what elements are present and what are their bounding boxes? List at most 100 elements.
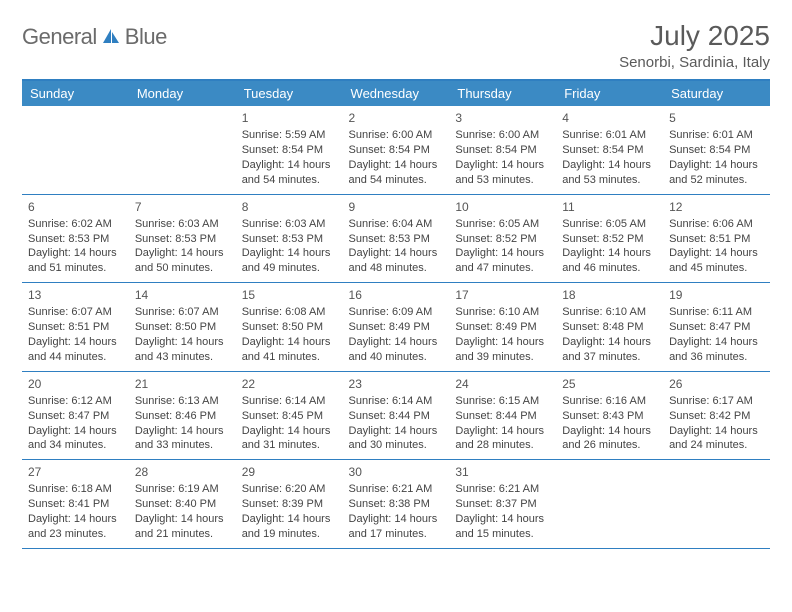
calendar-week-row: 13Sunrise: 6:07 AMSunset: 8:51 PMDayligh… — [22, 283, 770, 372]
calendar-day-cell: 26Sunrise: 6:17 AMSunset: 8:42 PMDayligh… — [663, 371, 770, 460]
sunset-line: Sunset: 8:37 PM — [455, 497, 550, 512]
daylight-line: Daylight: 14 hours and 39 minutes. — [455, 335, 550, 365]
day-number: 25 — [562, 376, 657, 392]
day-number: 31 — [455, 464, 550, 480]
sunset-line: Sunset: 8:45 PM — [242, 409, 337, 424]
sunrise-line: Sunrise: 6:03 AM — [135, 217, 230, 232]
calendar-head: SundayMondayTuesdayWednesdayThursdayFrid… — [22, 81, 770, 106]
daylight-line: Daylight: 14 hours and 33 minutes. — [135, 424, 230, 454]
day-header: Saturday — [663, 81, 770, 106]
daylight-line: Daylight: 14 hours and 45 minutes. — [669, 246, 764, 276]
day-number: 11 — [562, 199, 657, 215]
daylight-line: Daylight: 14 hours and 43 minutes. — [135, 335, 230, 365]
sunset-line: Sunset: 8:43 PM — [562, 409, 657, 424]
daylight-line: Daylight: 14 hours and 15 minutes. — [455, 512, 550, 542]
daylight-line: Daylight: 14 hours and 49 minutes. — [242, 246, 337, 276]
day-number: 17 — [455, 287, 550, 303]
sunrise-line: Sunrise: 6:00 AM — [455, 128, 550, 143]
sunset-line: Sunset: 8:41 PM — [28, 497, 123, 512]
daylight-line: Daylight: 14 hours and 28 minutes. — [455, 424, 550, 454]
day-header: Wednesday — [343, 81, 450, 106]
day-header-row: SundayMondayTuesdayWednesdayThursdayFrid… — [22, 81, 770, 106]
sunset-line: Sunset: 8:44 PM — [455, 409, 550, 424]
daylight-line: Daylight: 14 hours and 17 minutes. — [349, 512, 444, 542]
sunset-line: Sunset: 8:50 PM — [135, 320, 230, 335]
sunrise-line: Sunrise: 6:04 AM — [349, 217, 444, 232]
sunrise-line: Sunrise: 6:00 AM — [349, 128, 444, 143]
title-block: July 2025 Senorbi, Sardinia, Italy — [619, 20, 770, 71]
sunset-line: Sunset: 8:53 PM — [349, 232, 444, 247]
calendar-page: General Blue July 2025 Senorbi, Sardinia… — [0, 0, 792, 612]
calendar-day-cell: 4Sunrise: 6:01 AMSunset: 8:54 PMDaylight… — [556, 106, 663, 194]
daylight-line: Daylight: 14 hours and 36 minutes. — [669, 335, 764, 365]
day-number: 24 — [455, 376, 550, 392]
page-title: July 2025 — [619, 20, 770, 52]
sunset-line: Sunset: 8:46 PM — [135, 409, 230, 424]
daylight-line: Daylight: 14 hours and 54 minutes. — [349, 158, 444, 188]
calendar-day-cell — [556, 460, 663, 549]
calendar-day-cell: 31Sunrise: 6:21 AMSunset: 8:37 PMDayligh… — [449, 460, 556, 549]
calendar-day-cell: 13Sunrise: 6:07 AMSunset: 8:51 PMDayligh… — [22, 283, 129, 372]
sunset-line: Sunset: 8:52 PM — [562, 232, 657, 247]
calendar-day-cell — [663, 460, 770, 549]
calendar-day-cell: 21Sunrise: 6:13 AMSunset: 8:46 PMDayligh… — [129, 371, 236, 460]
sunset-line: Sunset: 8:54 PM — [349, 143, 444, 158]
sunrise-line: Sunrise: 6:17 AM — [669, 394, 764, 409]
calendar-day-cell: 18Sunrise: 6:10 AMSunset: 8:48 PMDayligh… — [556, 283, 663, 372]
daylight-line: Daylight: 14 hours and 31 minutes. — [242, 424, 337, 454]
daylight-line: Daylight: 14 hours and 34 minutes. — [28, 424, 123, 454]
day-number: 21 — [135, 376, 230, 392]
day-number: 13 — [28, 287, 123, 303]
sunset-line: Sunset: 8:53 PM — [135, 232, 230, 247]
day-header: Tuesday — [236, 81, 343, 106]
sunset-line: Sunset: 8:53 PM — [28, 232, 123, 247]
sunrise-line: Sunrise: 6:15 AM — [455, 394, 550, 409]
sunset-line: Sunset: 8:49 PM — [349, 320, 444, 335]
day-header: Sunday — [22, 81, 129, 106]
day-number: 19 — [669, 287, 764, 303]
calendar-day-cell: 8Sunrise: 6:03 AMSunset: 8:53 PMDaylight… — [236, 194, 343, 283]
sunset-line: Sunset: 8:39 PM — [242, 497, 337, 512]
sunrise-line: Sunrise: 6:14 AM — [242, 394, 337, 409]
calendar-day-cell: 10Sunrise: 6:05 AMSunset: 8:52 PMDayligh… — [449, 194, 556, 283]
calendar-day-cell: 3Sunrise: 6:00 AMSunset: 8:54 PMDaylight… — [449, 106, 556, 194]
day-number: 12 — [669, 199, 764, 215]
calendar-day-cell: 27Sunrise: 6:18 AMSunset: 8:41 PMDayligh… — [22, 460, 129, 549]
daylight-line: Daylight: 14 hours and 51 minutes. — [28, 246, 123, 276]
sunrise-line: Sunrise: 6:21 AM — [349, 482, 444, 497]
sunset-line: Sunset: 8:51 PM — [669, 232, 764, 247]
calendar-day-cell: 25Sunrise: 6:16 AMSunset: 8:43 PMDayligh… — [556, 371, 663, 460]
sunrise-line: Sunrise: 6:10 AM — [455, 305, 550, 320]
sunrise-line: Sunrise: 6:16 AM — [562, 394, 657, 409]
calendar-week-row: 20Sunrise: 6:12 AMSunset: 8:47 PMDayligh… — [22, 371, 770, 460]
calendar-day-cell: 22Sunrise: 6:14 AMSunset: 8:45 PMDayligh… — [236, 371, 343, 460]
day-number: 5 — [669, 110, 764, 126]
calendar-day-cell: 19Sunrise: 6:11 AMSunset: 8:47 PMDayligh… — [663, 283, 770, 372]
calendar-day-cell: 29Sunrise: 6:20 AMSunset: 8:39 PMDayligh… — [236, 460, 343, 549]
daylight-line: Daylight: 14 hours and 47 minutes. — [455, 246, 550, 276]
sunset-line: Sunset: 8:52 PM — [455, 232, 550, 247]
calendar-week-row: 27Sunrise: 6:18 AMSunset: 8:41 PMDayligh… — [22, 460, 770, 549]
sunrise-line: Sunrise: 6:12 AM — [28, 394, 123, 409]
day-number: 20 — [28, 376, 123, 392]
daylight-line: Daylight: 14 hours and 30 minutes. — [349, 424, 444, 454]
daylight-line: Daylight: 14 hours and 46 minutes. — [562, 246, 657, 276]
day-number: 16 — [349, 287, 444, 303]
sunset-line: Sunset: 8:54 PM — [455, 143, 550, 158]
daylight-line: Daylight: 14 hours and 48 minutes. — [349, 246, 444, 276]
calendar-day-cell: 6Sunrise: 6:02 AMSunset: 8:53 PMDaylight… — [22, 194, 129, 283]
sunrise-line: Sunrise: 6:10 AM — [562, 305, 657, 320]
day-number: 23 — [349, 376, 444, 392]
sunrise-line: Sunrise: 6:09 AM — [349, 305, 444, 320]
day-number: 7 — [135, 199, 230, 215]
daylight-line: Daylight: 14 hours and 21 minutes. — [135, 512, 230, 542]
calendar-day-cell: 2Sunrise: 6:00 AMSunset: 8:54 PMDaylight… — [343, 106, 450, 194]
day-number: 15 — [242, 287, 337, 303]
day-number: 4 — [562, 110, 657, 126]
day-header: Thursday — [449, 81, 556, 106]
day-number: 27 — [28, 464, 123, 480]
sunrise-line: Sunrise: 6:14 AM — [349, 394, 444, 409]
sunrise-line: Sunrise: 6:20 AM — [242, 482, 337, 497]
day-number: 10 — [455, 199, 550, 215]
calendar-day-cell: 30Sunrise: 6:21 AMSunset: 8:38 PMDayligh… — [343, 460, 450, 549]
